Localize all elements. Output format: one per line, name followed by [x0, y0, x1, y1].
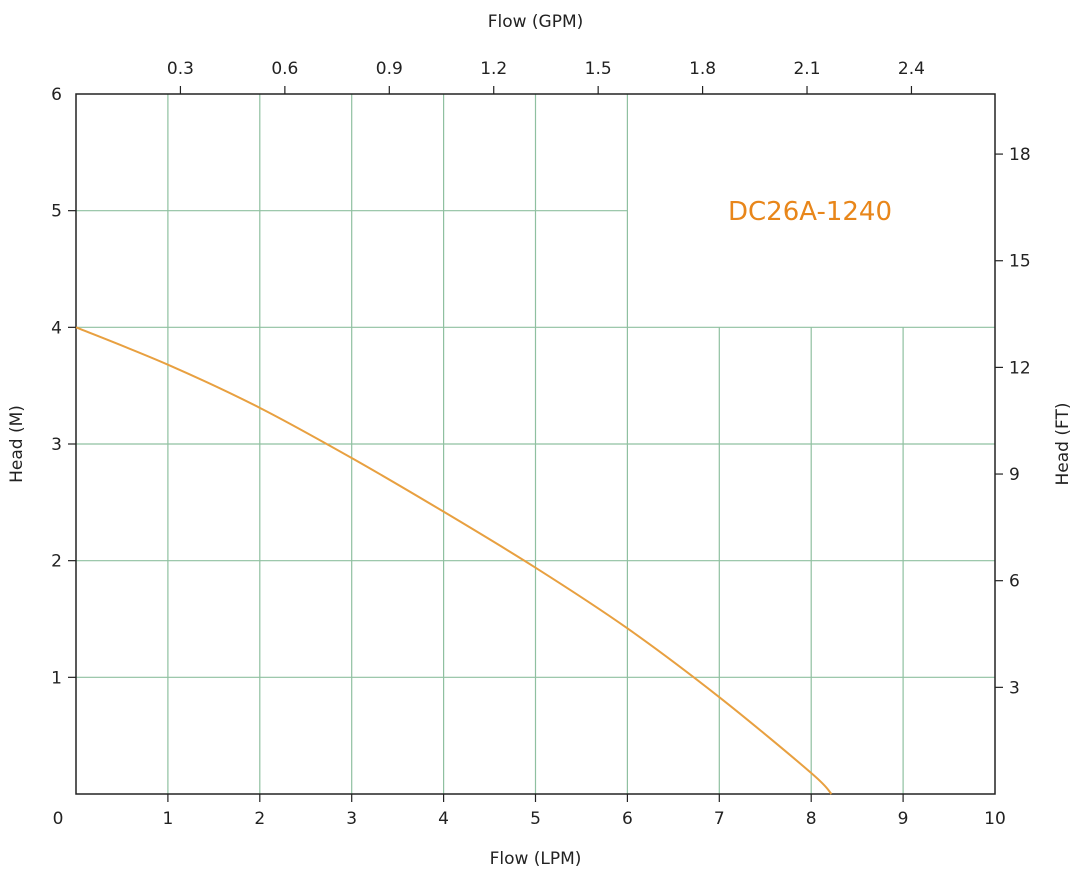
- x-tick-label: 3: [346, 809, 357, 829]
- grid-lines: [76, 94, 995, 794]
- x-tick-label: 4: [438, 809, 449, 829]
- right-y-tick-label: 6: [1009, 572, 1020, 592]
- x-axis-title: Flow (LPM): [490, 849, 582, 869]
- right-y-tick-label: 15: [1009, 252, 1031, 272]
- top-x-tick-label: 0.9: [376, 59, 403, 79]
- x-tick-label: 5: [530, 809, 541, 829]
- right-y-tick-label: 9: [1009, 465, 1020, 485]
- x-tick-label: 7: [714, 809, 725, 829]
- y-tick-label: 3: [51, 435, 62, 455]
- x-tick-label: 6: [622, 809, 633, 829]
- right-y-tick-label: 12: [1009, 358, 1031, 378]
- pump-curve-line: [75, 326, 833, 795]
- x-tick-label: 1: [162, 809, 173, 829]
- model-label: DC26A-1240: [728, 197, 892, 227]
- y-tick-label: 6: [51, 85, 62, 105]
- y-tick-label: 1: [51, 668, 62, 688]
- top-x-tick-label: 1.8: [689, 59, 716, 79]
- right-y-axis-title: Head (FT): [1053, 403, 1073, 486]
- top-x-tick-label: 0.3: [167, 59, 194, 79]
- top-x-tick-label: 2.1: [793, 59, 820, 79]
- x-tick-label: 9: [898, 809, 909, 829]
- top-x-axis-title: Flow (GPM): [488, 12, 584, 32]
- x-tick-label: 2: [254, 809, 265, 829]
- right-y-tick-label: 3: [1009, 678, 1020, 698]
- top-x-tick-label: 1.5: [585, 59, 612, 79]
- x-tick-label: 0: [53, 809, 64, 829]
- x-tick-label: 10: [984, 809, 1006, 829]
- right-y-tick-label: 18: [1009, 145, 1031, 165]
- series-layer: [75, 326, 833, 795]
- top-x-tick-label: 0.6: [271, 59, 298, 79]
- y-tick-label: 4: [51, 318, 62, 338]
- y-tick-label: 2: [51, 552, 62, 572]
- top-x-tick-label: 2.4: [898, 59, 925, 79]
- y-axis-title: Head (M): [7, 405, 27, 483]
- x-tick-label: 8: [806, 809, 817, 829]
- y-tick-label: 5: [51, 202, 62, 222]
- top-x-tick-label: 1.2: [480, 59, 507, 79]
